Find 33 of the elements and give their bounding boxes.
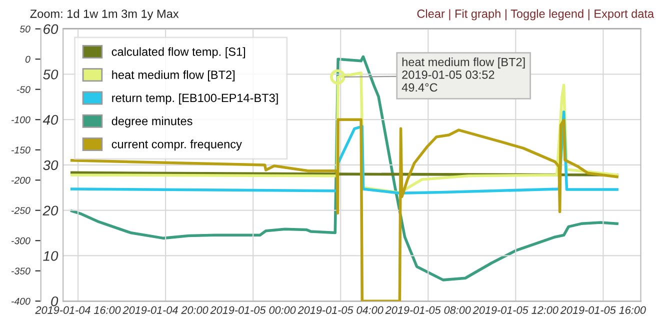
y-tick-label: 0 xyxy=(51,296,58,306)
legend-label: current compr. frequency xyxy=(112,140,242,151)
y2-tick-label: -200 xyxy=(11,176,30,184)
y2-tick-label: -300 xyxy=(11,237,30,244)
y-tick-label: 60 xyxy=(44,24,58,34)
legend-label: degree minutes xyxy=(112,116,192,128)
x-tick-label: 2019-01-05 00:00 xyxy=(210,306,296,314)
legend-label: calculated flow temp. [S1] xyxy=(112,47,246,58)
y-tick-label: 10 xyxy=(43,251,58,261)
y2-tick-label: -100 xyxy=(11,116,30,124)
legend-label: heat medium flow [BT2] xyxy=(112,70,235,82)
y2-tick-label: 50 xyxy=(20,26,30,32)
y2-tick-label: 0 xyxy=(25,56,30,63)
x-tick-label: 2019-01-05 12:00 xyxy=(472,306,558,314)
x-tick-label: 2019-01-04 20:00 xyxy=(122,306,208,314)
annotation: heat medium flow [BT2] 2019-01-05 03:52 49.4°C xyxy=(402,58,525,92)
y-tick-label: 50 xyxy=(43,70,58,80)
x-tick-label: 2019-01-04 16:00 xyxy=(35,306,121,314)
y2-tick-label: -50 xyxy=(16,86,30,93)
x-tick-label: 2019-01-05 08:00 xyxy=(385,306,471,314)
y-tick-label: 20 xyxy=(42,206,58,216)
text: Clear | Fit graph | Toggle legend | Export data xyxy=(417,9,654,20)
legend-label: return temp. [EB100-EP14-BT3] xyxy=(112,93,278,104)
y-tick-label: 30 xyxy=(43,160,58,170)
y2-tick-label: -350 xyxy=(11,268,30,274)
y2-tick-label: -150 xyxy=(11,146,30,154)
y2-tick-label: -250 xyxy=(11,207,30,214)
line-series xyxy=(70,118,618,302)
y2-tick-label: -400 xyxy=(11,298,30,305)
y-tick-label: 40 xyxy=(42,114,58,125)
text: Zoom: 1d 1w 1m 3m 1y Max xyxy=(30,9,179,20)
x-tick-label: 2019-01-05 16:00 xyxy=(560,306,646,314)
x-tick-label: 2019-01-05 04:00 xyxy=(298,306,384,314)
